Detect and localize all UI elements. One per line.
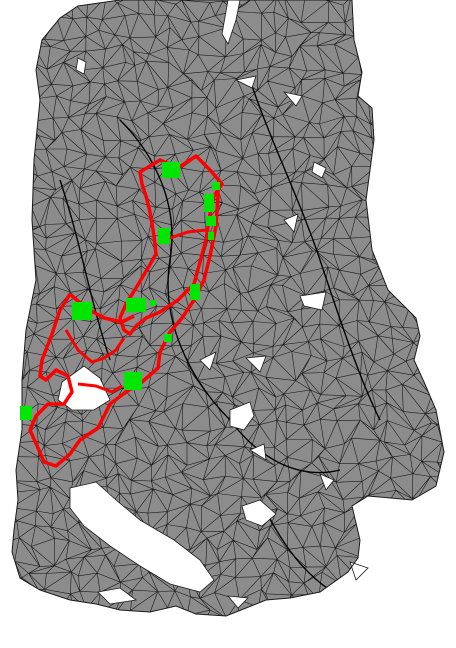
mesh-hole	[97, 587, 138, 605]
mesh-hole	[57, 365, 111, 411]
mesh-hole	[234, 75, 257, 89]
mesh-hole	[283, 213, 299, 233]
square-marker-icon	[208, 232, 214, 240]
mesh-hole	[221, 0, 241, 45]
square-marker-icon	[126, 298, 146, 312]
mesh-hole	[249, 443, 267, 461]
mesh-hole	[69, 481, 215, 593]
square-marker-icon	[206, 216, 216, 226]
mesh-hole	[227, 595, 249, 609]
mesh-hole	[241, 499, 277, 527]
mesh-crease-line	[59, 179, 111, 361]
square-marker-icon	[20, 406, 32, 420]
mesh-crease-line	[229, 419, 341, 474]
mesh-hole	[311, 161, 327, 179]
mesh-hole	[75, 57, 87, 75]
mesh-hole	[199, 351, 217, 371]
mesh-hole	[349, 561, 369, 581]
square-marker-icon	[164, 334, 172, 342]
mesh-crease-line	[249, 79, 381, 421]
path-upper-connector	[163, 228, 207, 242]
square-marker-icon	[212, 182, 220, 190]
path-loop-upper	[118, 154, 224, 336]
square-marker-icon	[204, 194, 214, 212]
square-marker-icon	[158, 228, 170, 244]
square-marker-icon	[150, 300, 156, 306]
square-marker-icon	[124, 372, 142, 390]
square-marker-icon	[190, 284, 200, 300]
mesh-holes	[57, 0, 369, 609]
square-marker-icon	[72, 302, 92, 320]
mesh-hole	[282, 91, 303, 107]
mesh-hole	[229, 401, 255, 431]
mesh-crease-line	[119, 119, 231, 421]
mesh-hole	[319, 473, 335, 491]
path-inner-loop	[64, 329, 126, 394]
mesh-hole	[245, 355, 267, 373]
marker-layer	[20, 162, 220, 420]
square-marker-icon	[162, 162, 180, 178]
mesh-hole	[299, 291, 327, 311]
